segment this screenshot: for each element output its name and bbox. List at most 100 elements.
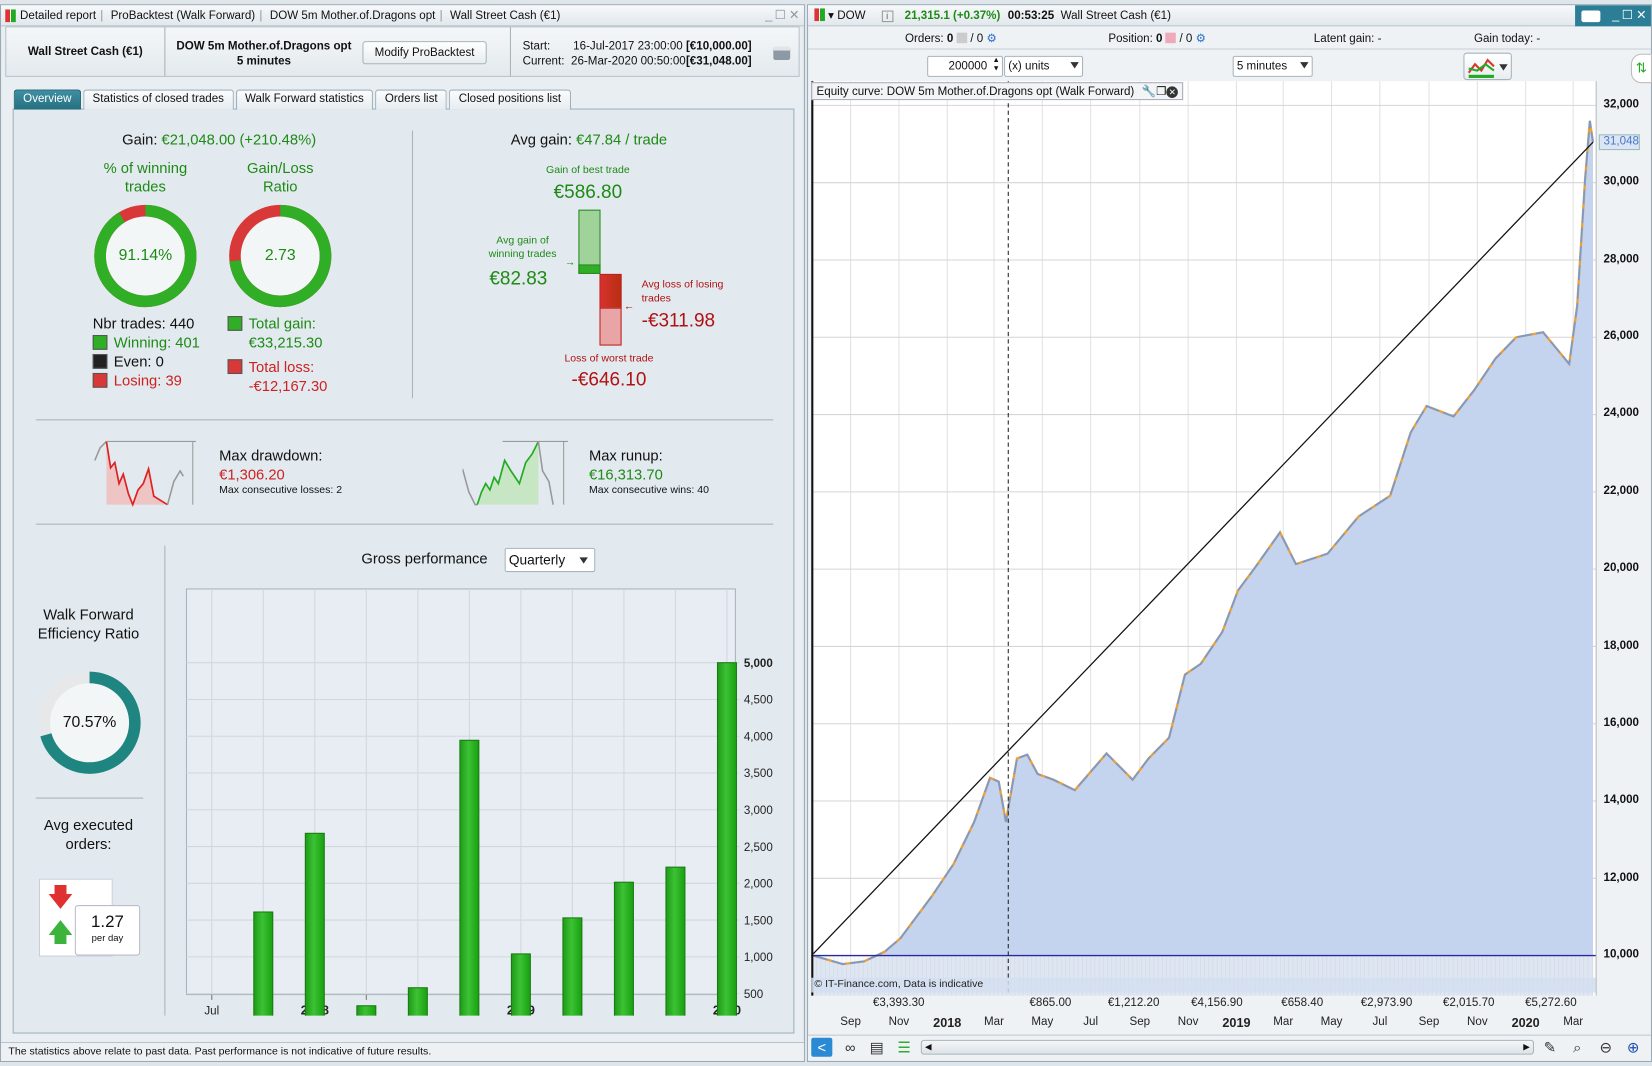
start-label: Start: [522,40,551,53]
gear-icon[interactable]: ⚙ [986,32,997,46]
share-icon[interactable]: < [811,1037,833,1057]
buy-sell-toggle-icon[interactable]: ⇅ [1630,53,1652,84]
winning-count: Winning: 401 [113,333,200,351]
link-icon[interactable]: ∞ [844,1038,856,1056]
close-button[interactable]: ✕ [1636,7,1647,23]
copyright: © IT-Finance.com, Data is indicative [814,978,984,991]
total-gain-label: Total gain: [248,315,316,332]
close-position-icon[interactable] [1165,32,1177,44]
scroll-left-icon[interactable]: ◀ [925,1041,932,1052]
modify-probacktest-button[interactable]: Modify ProBacktest [362,41,487,65]
max-consecutive-losses: Max consecutive losses: 2 [219,484,343,497]
minimize-button[interactable]: _ [765,7,773,23]
auto-zoom-icon[interactable]: ⌕ [1573,1038,1582,1056]
price-tag [1598,134,1640,151]
units-select[interactable]: (x) units [1004,55,1084,77]
total-loss: Total loss: -€12,167.30 [227,357,327,395]
y-tick-label: 1,500 [744,915,773,927]
orders-value: 0 [946,32,954,46]
max-runup-value: €16,313.70 [588,465,663,483]
x-tick-label: Sep [840,1015,861,1029]
winning-trades-pct: 91.14% [118,246,173,265]
total-gain: Total gain: €33,215.30 [227,314,322,352]
cancel-orders-icon[interactable] [956,32,968,44]
tab-closed-positions-list[interactable]: Closed positions list [449,89,571,110]
avg-gain-value: €47.84 / trade [576,130,668,148]
total-loss-swatch [227,359,243,375]
quarter-gain-label: €5,272.60 [1525,996,1577,1010]
quarter-gain-label: €4,156.90 [1191,996,1243,1010]
minimize-button[interactable]: _ [1612,7,1620,23]
stepper-arrows-icon[interactable]: ▲ ▼ [992,56,1000,73]
quantity-stepper[interactable]: 200000 ▲ ▼ [927,55,1003,77]
max-runup-label: Max runup: [588,446,663,464]
avg-win-value: €82.83 [489,267,548,289]
avg-win-label: Avg gain of winning trades [488,234,557,261]
close-button[interactable]: ✕ [789,7,800,23]
clock-time: 00:53:25 [1007,9,1055,23]
equity-line [813,120,1594,965]
maximize-button[interactable]: ☐ [774,7,786,23]
walk-forward-efficiency-title: Walk Forward Efficiency Ratio [37,605,140,642]
maximize-button[interactable]: ☐ [1621,7,1634,23]
best-trade-label: Gain of best trade [546,164,630,176]
candlestick-icon [814,8,825,22]
zoom-in-icon[interactable]: ⊕ [1626,1038,1640,1056]
horizontal-scrollbar[interactable]: ◀ ▶ [920,1039,1534,1055]
gross-period-select[interactable]: Quarterly [504,547,596,573]
y-tick-label: 16,000 [1603,716,1639,729]
ladder-icon[interactable]: ☰ [897,1038,911,1056]
timeframe-select[interactable]: 5 minutes [1232,55,1313,77]
bar [716,662,737,1016]
y-tick-label: 3,000 [744,805,773,817]
report-header: Wall Street Cash (€1) DOW 5m Mother.of.D… [5,26,800,77]
print-icon[interactable] [773,46,791,61]
close-chart-icon[interactable]: ✕ [1166,86,1179,98]
chevron-down-icon [1300,62,1309,69]
scroll-right-icon[interactable]: ▶ [1523,1041,1530,1052]
trade-counts: Nbr trades: 440 Winning: 401 Even: 0 Los… [92,314,200,390]
last-value-tag: 31,048 [1603,134,1639,148]
current-date: 26-Mar-2020 00:50:00 [571,54,686,68]
even-count: Even: 0 [113,352,164,370]
y-tick-label: 20,000 [1603,561,1639,575]
y-tick-label: 22,000 [1603,484,1639,498]
gross-period-value: Quarterly [508,552,566,568]
indicators-button[interactable] [1463,52,1512,81]
system-name: DOW 5m Mother.of.Dragons opt [176,40,352,53]
detach-icon[interactable]: ❐ [1156,85,1167,98]
tab-overview[interactable]: Overview [13,89,81,110]
wrench-icon[interactable]: 🔧 [1141,85,1157,98]
orders-per-day-box: 1.27 per day [74,905,141,956]
max-drawdown-label: Max drawdown: [219,446,323,464]
y-tick-label: 24,000 [1603,407,1639,420]
tab-orders-list[interactable]: Orders list [375,89,448,110]
units-value: (x) units [1008,60,1050,73]
nbr-trades: Nbr trades: 440 [92,315,195,332]
keyboard-icon[interactable] [1581,10,1601,23]
gear-icon[interactable]: ⚙ [1195,32,1207,46]
bar [613,881,634,1016]
arrow-up-icon: 🡅 [47,918,74,948]
info-icon[interactable]: i [881,10,893,23]
drawdown-sparkline-icon [94,440,196,507]
timeframe-value: 5 minutes [1236,60,1288,73]
gross-performance-title: Gross performance [361,549,488,567]
y-tick-label: 3,500 [744,768,773,780]
x-tick-label: 2019 [1222,1015,1251,1031]
losing-count: Losing: 39 [113,371,182,389]
symbol-dropdown[interactable]: ▾ DOW [828,9,866,23]
arrow-right-icon: → [564,257,576,269]
drawing-tool-icon[interactable]: ✎ [1543,1038,1556,1056]
avg-loss-label: Avg loss of losing trades [641,279,724,305]
orders-total: / 0 [970,32,984,46]
zoom-out-icon[interactable]: ⊖ [1599,1038,1612,1056]
notes-icon[interactable]: ▤ [869,1038,884,1056]
y-tick-label: 18,000 [1603,639,1639,652]
title-part: DOW 5m Mother.of.Dragons opt [269,9,436,23]
trading-status-bar: Orders: 0 / 0 ⚙ Position: 0 / 0 ⚙ Latent… [808,28,1651,50]
y-tick-label: 5,000 [744,658,773,670]
tab-walk-forward-statistics[interactable]: Walk Forward statistics [235,89,374,110]
tab-statistics-closed-trades[interactable]: Statistics of closed trades [83,89,234,110]
quarter-gain-label: €658.40 [1281,996,1324,1010]
